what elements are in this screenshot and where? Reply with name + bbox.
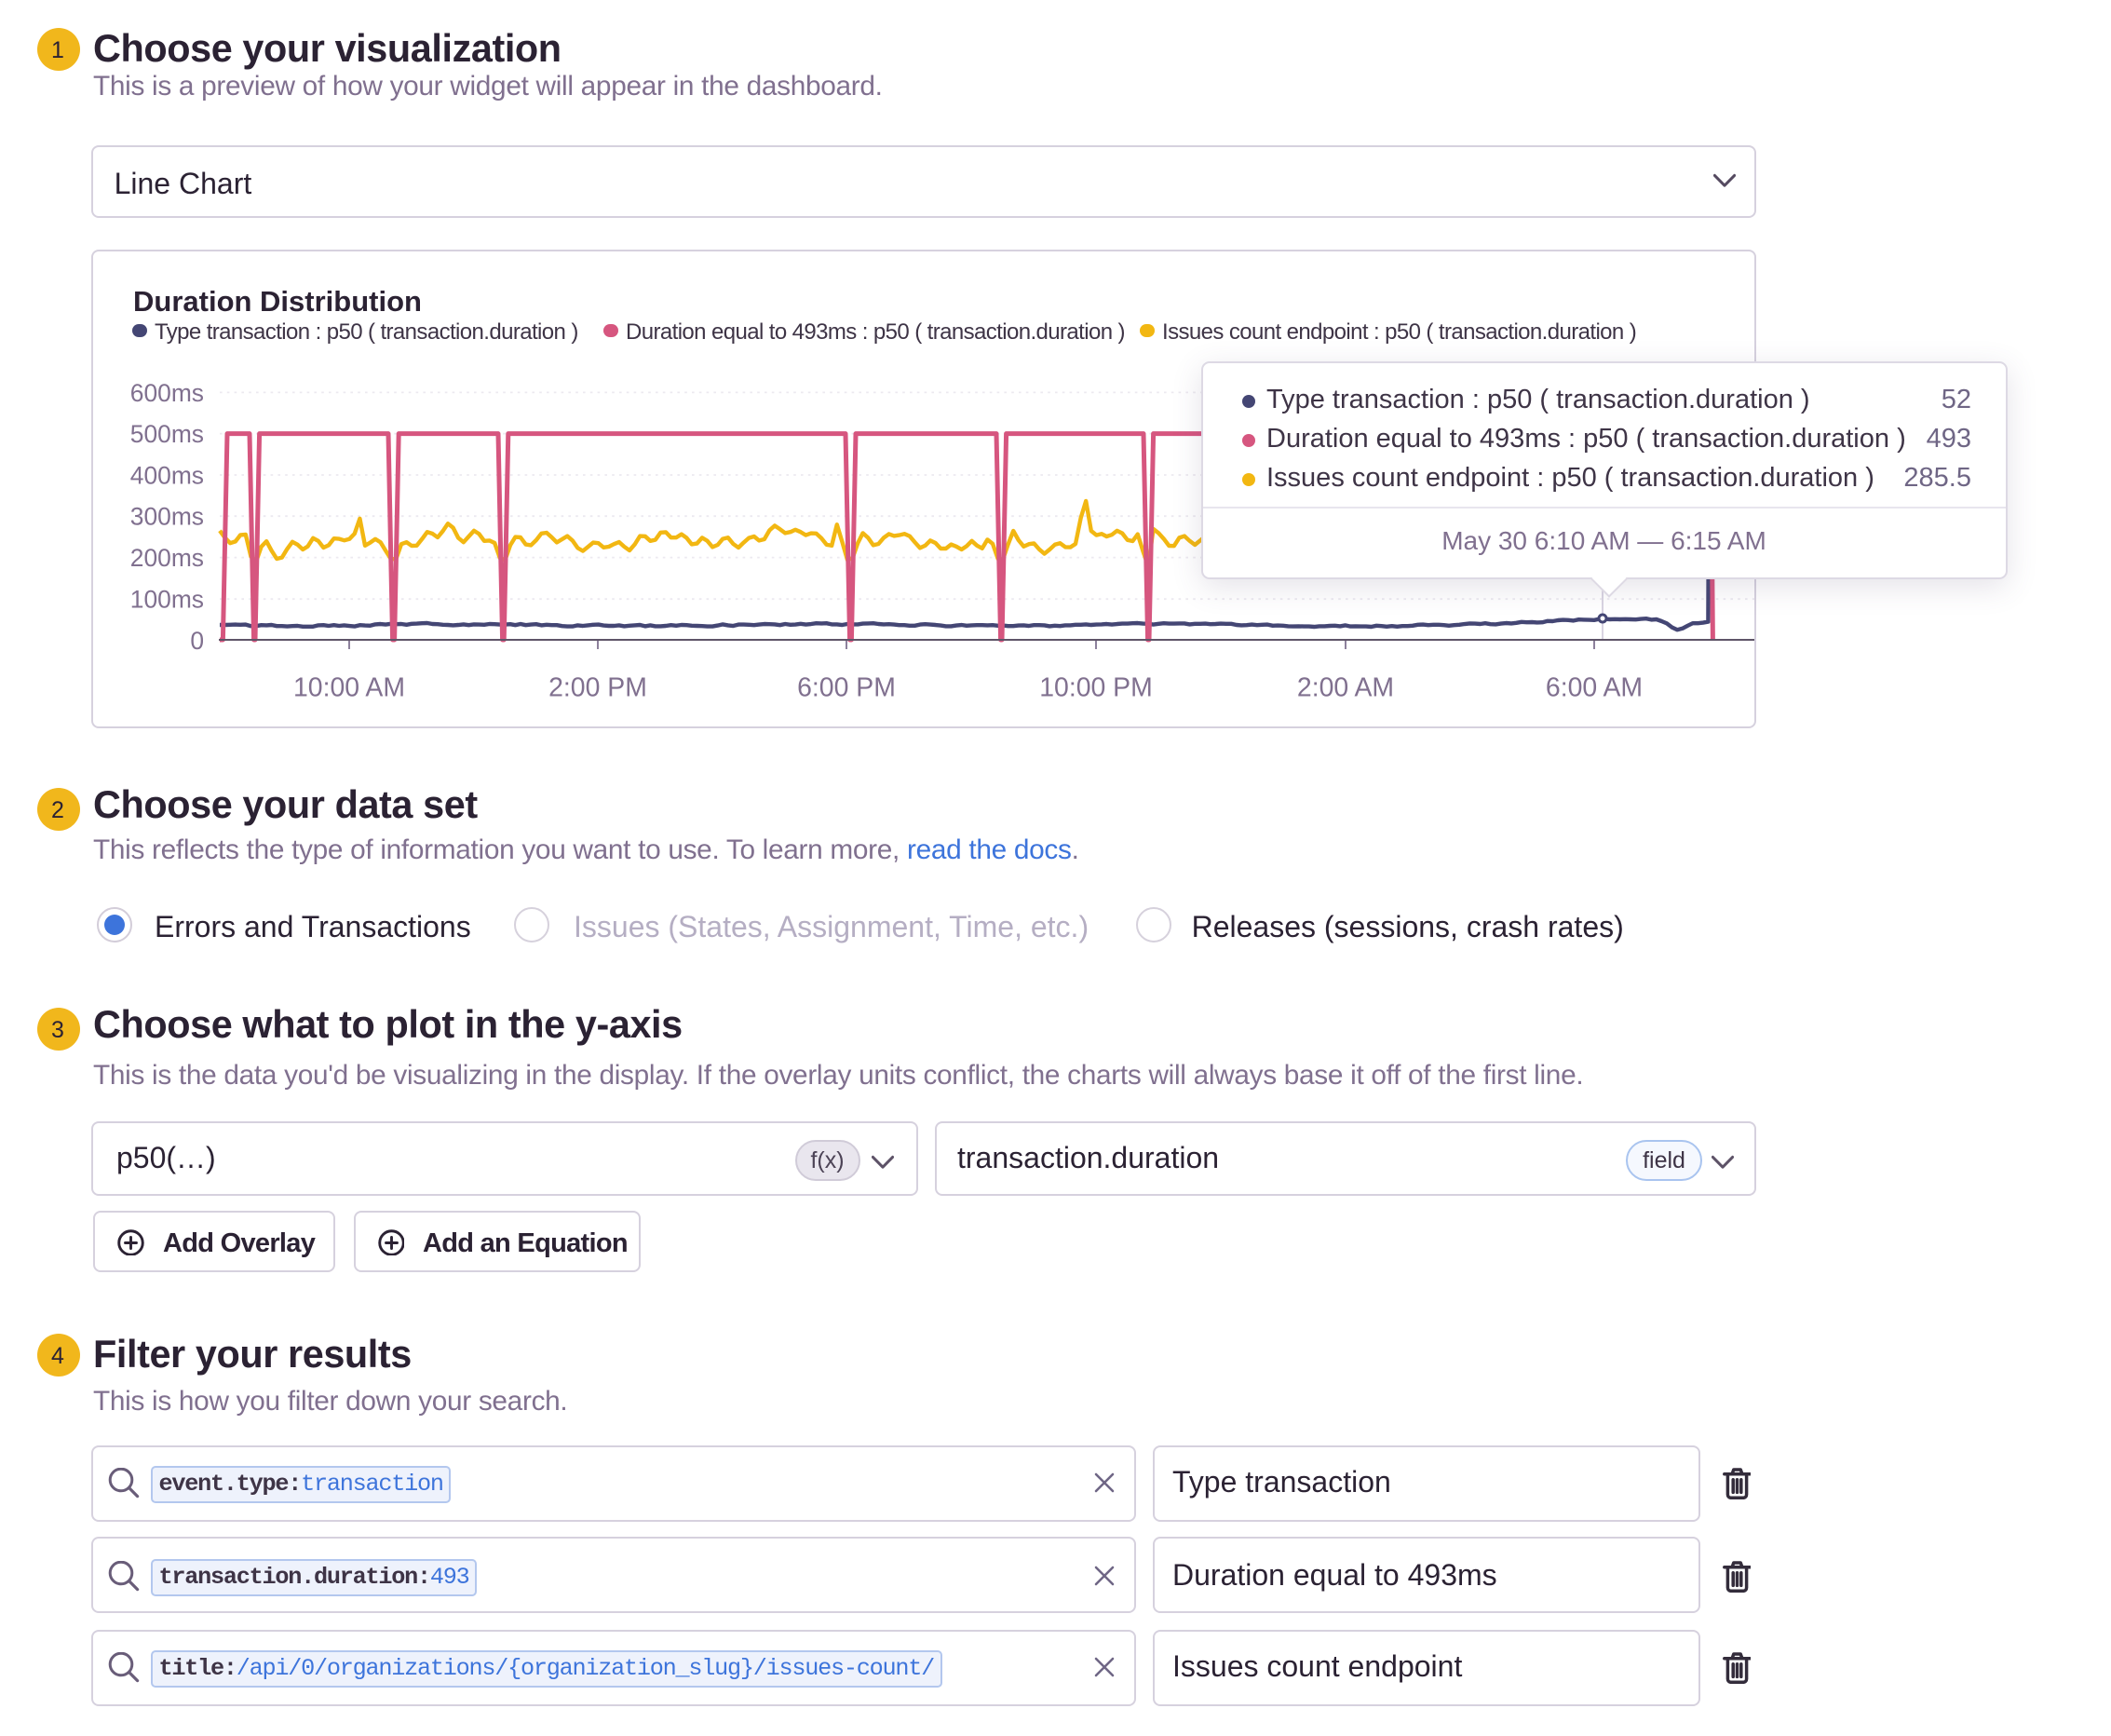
svg-text:400ms: 400ms (130, 461, 204, 489)
svg-text:100ms: 100ms (130, 586, 204, 614)
svg-text:2:00 PM: 2:00 PM (548, 673, 647, 703)
svg-text:0: 0 (190, 627, 204, 655)
svg-text:6:00 PM: 6:00 PM (797, 673, 896, 703)
svg-text:500ms: 500ms (130, 420, 204, 448)
svg-text:200ms: 200ms (130, 544, 204, 572)
svg-text:10:00 AM: 10:00 AM (293, 673, 405, 703)
svg-text:600ms: 600ms (130, 379, 204, 407)
svg-text:2:00 AM: 2:00 AM (1297, 673, 1394, 703)
svg-text:6:00 AM: 6:00 AM (1546, 673, 1643, 703)
svg-text:10:00 PM: 10:00 PM (1039, 673, 1153, 703)
svg-text:300ms: 300ms (130, 503, 204, 531)
